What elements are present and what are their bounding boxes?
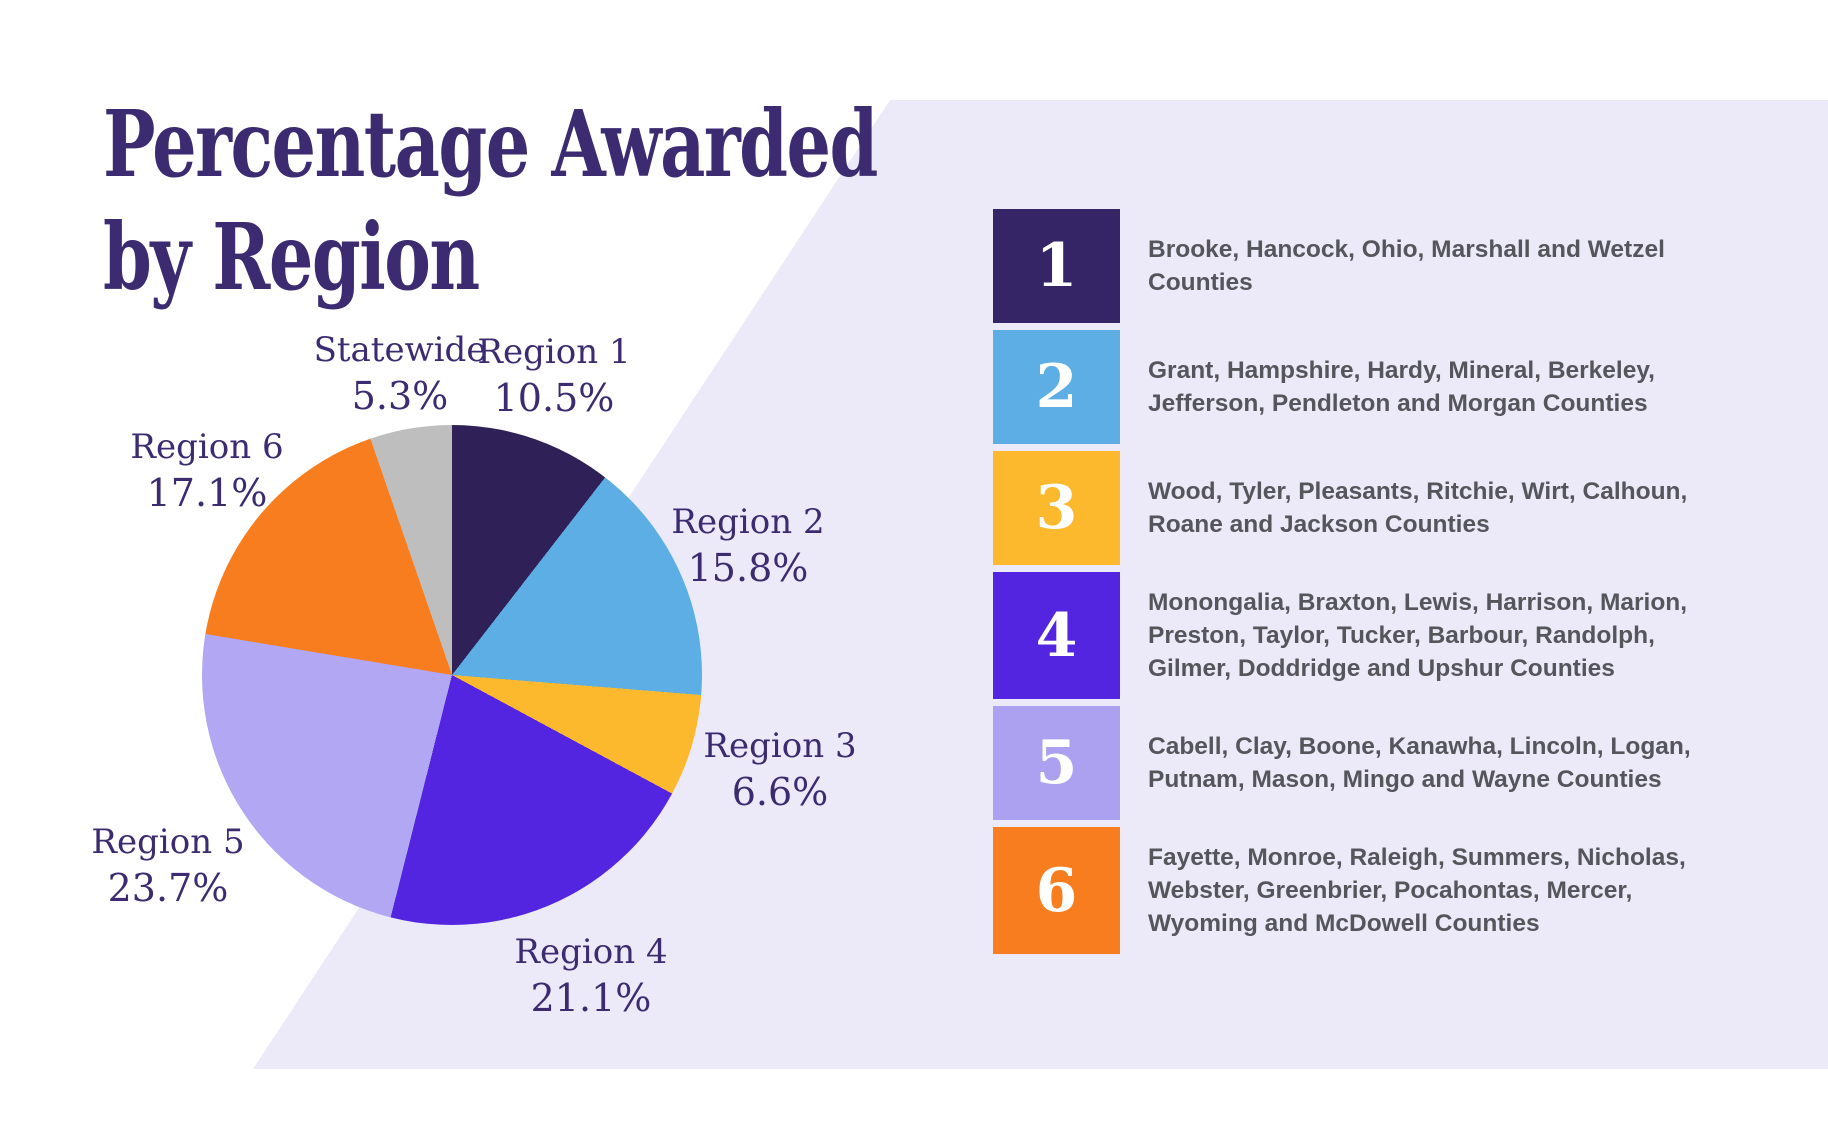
pie-label-region-3-value: 6.6% bbox=[731, 770, 829, 814]
legend-row-5: 5 Cabell, Clay, Boone, Kanawha, Lincoln,… bbox=[993, 706, 1733, 820]
pie-label-region-1-value: 10.5% bbox=[493, 376, 615, 420]
pie-label-region-3: Region 3 6.6% bbox=[703, 724, 856, 816]
legend-row-3: 3 Wood, Tyler, Pleasants, Ritchie, Wirt,… bbox=[993, 451, 1733, 565]
legend-counties-3: Wood, Tyler, Pleasants, Ritchie, Wirt, C… bbox=[1148, 478, 1688, 538]
pie-label-statewide: Statewide 5.3% bbox=[314, 328, 487, 420]
pie-label-region-1-name: Region 1 bbox=[477, 332, 631, 372]
pie-label-region-6-name: Region 6 bbox=[130, 427, 284, 467]
legend-number-6: 6 bbox=[1035, 855, 1078, 926]
legend-counties-1: Brooke, Hancock, Ohio, Marshall and Wetz… bbox=[1148, 236, 1665, 296]
pie-label-statewide-name: Statewide bbox=[313, 330, 487, 370]
pie-label-region-2-name: Region 2 bbox=[671, 502, 825, 542]
region-legend: 1 Brooke, Hancock, Ohio, Marshall and We… bbox=[993, 209, 1733, 961]
page-title-line2: by Region bbox=[103, 203, 480, 311]
legend-number-3: 3 bbox=[1035, 473, 1078, 543]
legend-row-6: 6 Fayette, Monroe, Raleigh, Summers, Nic… bbox=[993, 827, 1733, 954]
legend-number-4: 4 bbox=[1035, 600, 1078, 671]
pie-label-region-3-name: Region 3 bbox=[703, 726, 857, 766]
legend-counties-2: Grant, Hampshire, Hardy, Mineral, Berkel… bbox=[1148, 357, 1655, 417]
legend-counties-6: Fayette, Monroe, Raleigh, Summers, Nicho… bbox=[1148, 844, 1686, 937]
legend-swatch-4: 4 bbox=[993, 572, 1120, 699]
legend-row-4: 4 Monongalia, Braxton, Lewis, Harrison, … bbox=[993, 572, 1733, 699]
legend-number-1: 1 bbox=[1035, 231, 1078, 301]
legend-number-5: 5 bbox=[1035, 728, 1078, 798]
pie-label-region-4-value: 21.1% bbox=[530, 976, 652, 1020]
legend-swatch-6: 6 bbox=[993, 827, 1120, 954]
legend-swatch-2: 2 bbox=[993, 330, 1120, 444]
pie-label-region-6-value: 17.1% bbox=[146, 471, 268, 515]
legend-number-2: 2 bbox=[1035, 352, 1078, 422]
legend-counties-5: Cabell, Clay, Boone, Kanawha, Lincoln, L… bbox=[1148, 733, 1691, 793]
pie-label-region-6: Region 6 17.1% bbox=[130, 425, 283, 517]
pie-label-region-4-name: Region 4 bbox=[514, 932, 668, 972]
pie-label-region-5-name: Region 5 bbox=[91, 822, 245, 862]
legend-counties-4: Monongalia, Braxton, Lewis, Harrison, Ma… bbox=[1148, 589, 1688, 682]
pie-label-region-4: Region 4 21.1% bbox=[514, 930, 667, 1022]
page-title-line1: Percentage Awarded bbox=[103, 90, 878, 198]
pie-label-statewide-value: 5.3% bbox=[351, 374, 449, 418]
pie-label-region-1: Region 1 10.5% bbox=[477, 330, 630, 422]
pie-label-region-2-value: 15.8% bbox=[687, 546, 809, 590]
page-title: Percentage Awarded by Region bbox=[103, 88, 878, 314]
pie-label-region-2: Region 2 15.8% bbox=[671, 500, 824, 592]
pie-label-region-5: Region 5 23.7% bbox=[91, 820, 244, 912]
legend-swatch-3: 3 bbox=[993, 451, 1120, 565]
legend-swatch-1: 1 bbox=[993, 209, 1120, 323]
pie-label-region-5-value: 23.7% bbox=[107, 866, 229, 910]
legend-row-2: 2 Grant, Hampshire, Hardy, Mineral, Berk… bbox=[993, 330, 1733, 444]
legend-row-1: 1 Brooke, Hancock, Ohio, Marshall and We… bbox=[993, 209, 1733, 323]
legend-swatch-5: 5 bbox=[993, 706, 1120, 820]
pie-chart bbox=[202, 425, 702, 925]
